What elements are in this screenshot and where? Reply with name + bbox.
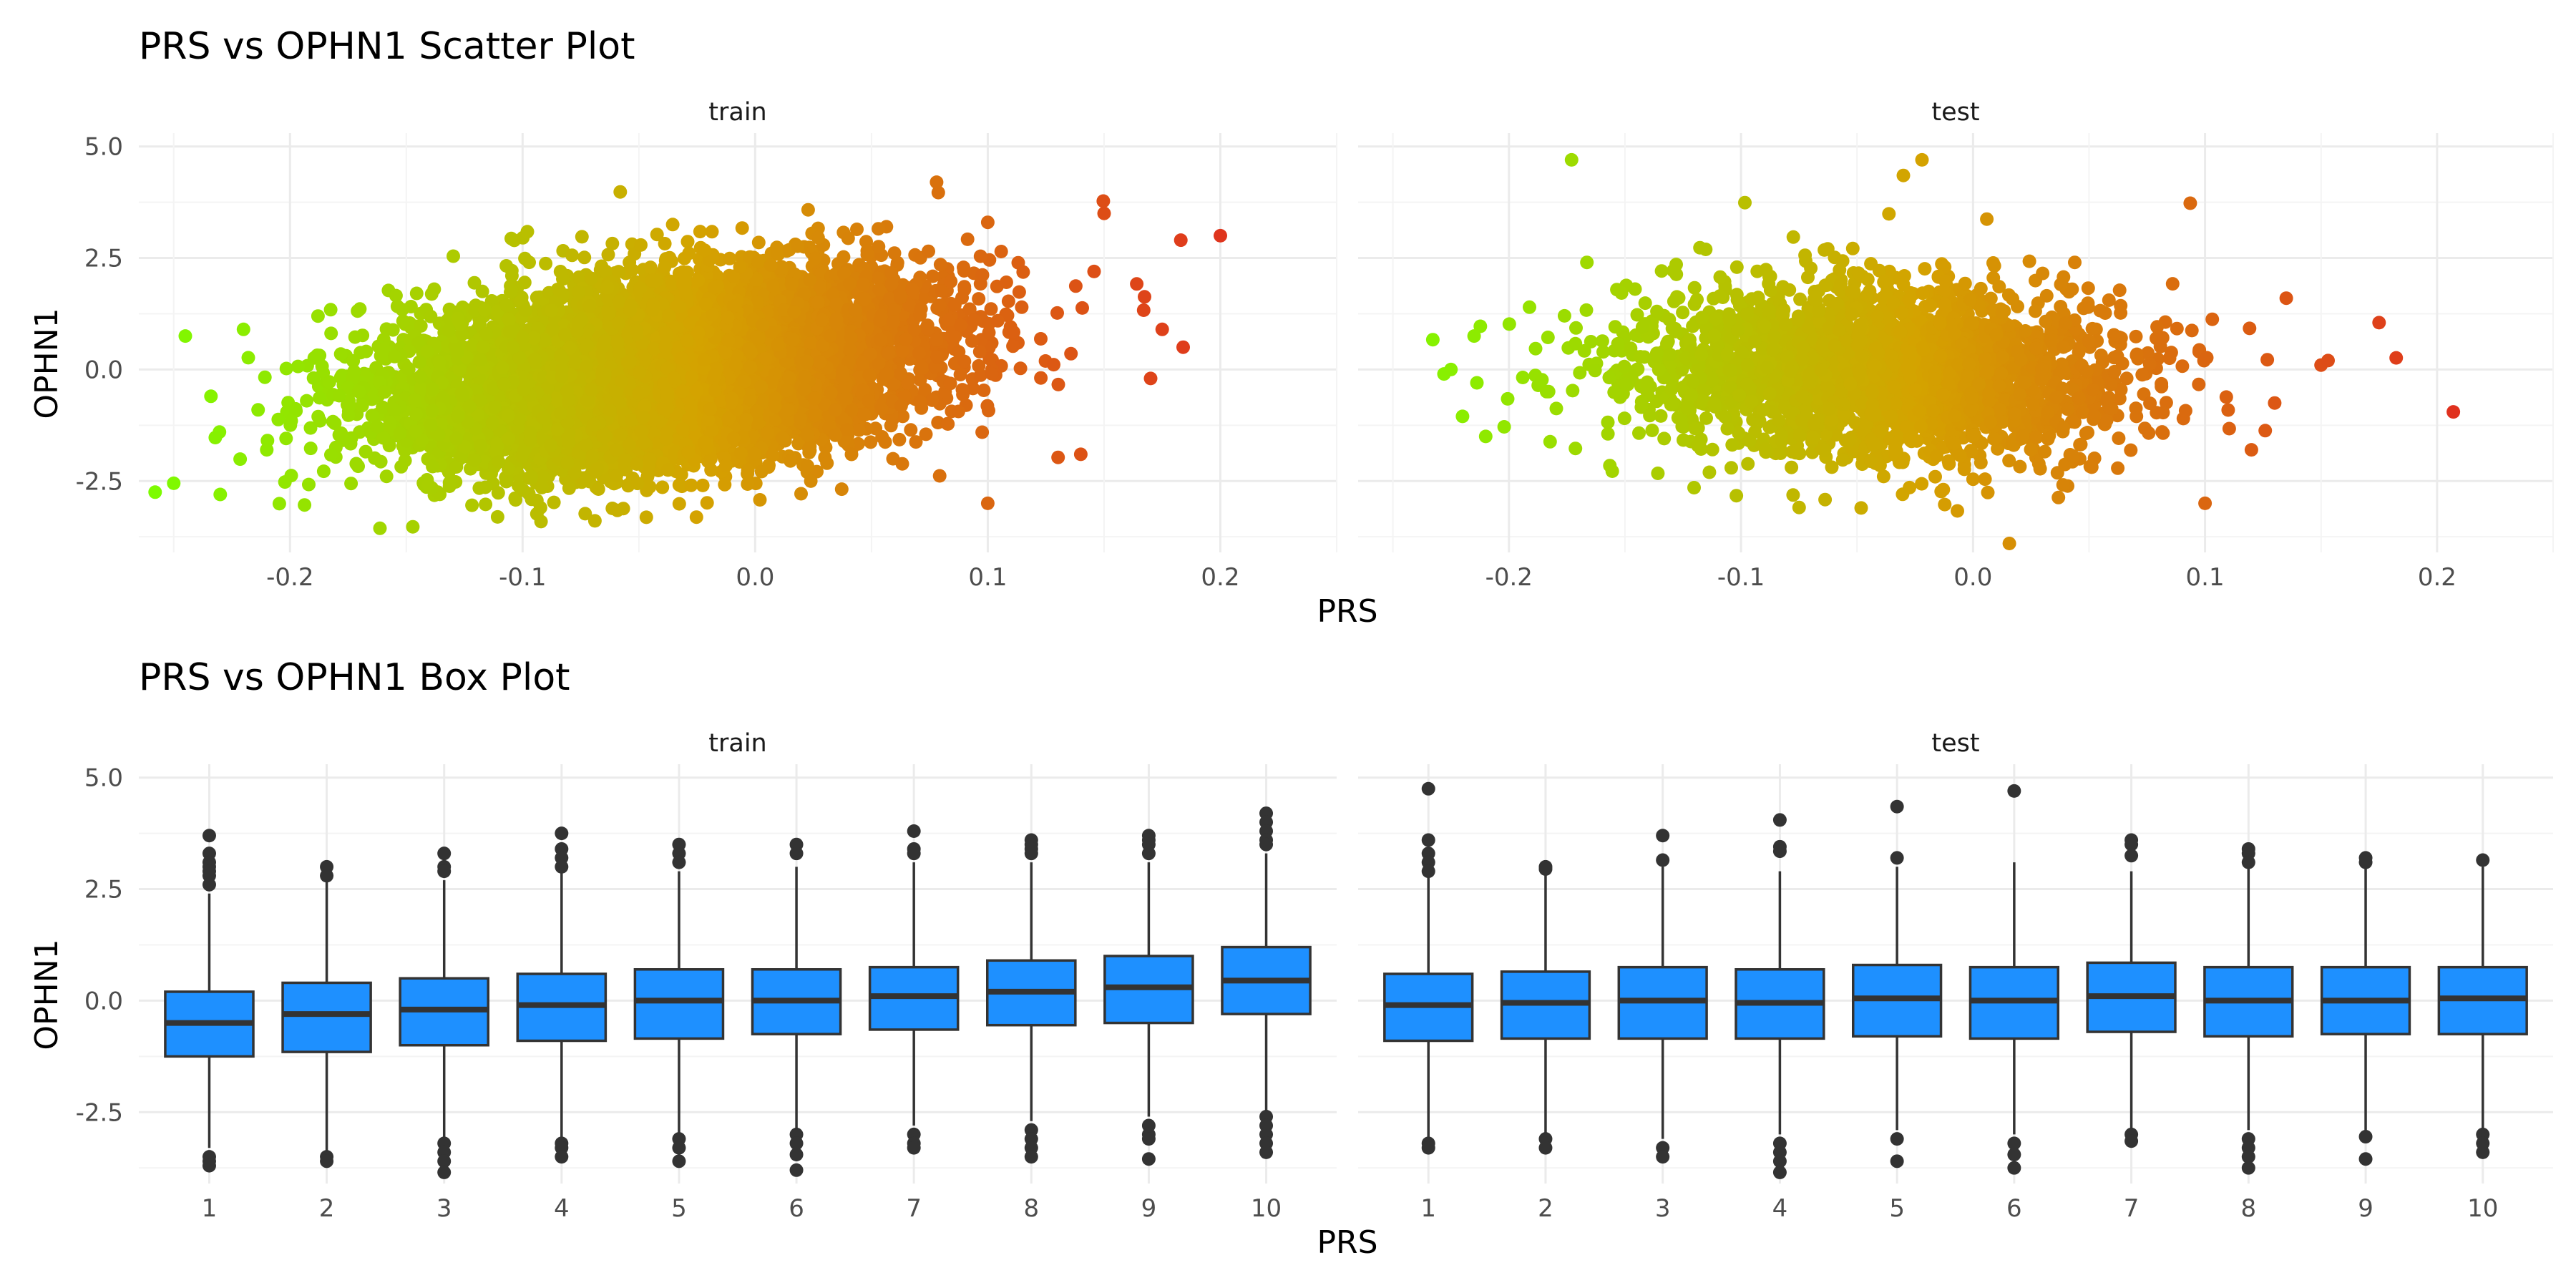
- scatter-point: [424, 287, 439, 301]
- scatter-point: [801, 459, 814, 473]
- scatter-point: [358, 444, 373, 459]
- scatter-point: [499, 259, 514, 273]
- scatter-point: [208, 431, 223, 444]
- scatter-point: [665, 218, 680, 232]
- scatter-point: [972, 292, 986, 306]
- scatter-point: [672, 478, 686, 492]
- scatter-train-points: [148, 175, 1227, 535]
- scatter-title: PRS vs OPHN1 Scatter Plot: [139, 25, 635, 68]
- scatter-point: [693, 225, 707, 239]
- scatter-point: [1075, 301, 1089, 315]
- scatter-point: [999, 275, 1013, 289]
- scatter-point: [613, 185, 628, 199]
- scatter-point: [565, 248, 579, 263]
- scatter-point: [804, 474, 818, 488]
- scatter-point: [977, 384, 991, 397]
- scatter-point: [258, 370, 272, 384]
- scatter-point: [374, 454, 388, 469]
- scatter-point: [479, 497, 493, 512]
- scatter-point: [1064, 346, 1078, 361]
- scatter-strip-train: train: [708, 98, 766, 127]
- scatter-point: [735, 221, 749, 235]
- scatter-point: [655, 480, 670, 494]
- scatter-point: [975, 425, 990, 439]
- scatter-point: [1015, 300, 1029, 314]
- scatter-point: [343, 399, 357, 412]
- scatter-point: [409, 286, 424, 301]
- scatter-point: [478, 480, 492, 494]
- scatter-point: [577, 250, 592, 265]
- scatter-point: [241, 351, 255, 365]
- scatter-point: [689, 510, 703, 525]
- scatter-point: [300, 394, 314, 408]
- scatter-point: [323, 303, 338, 317]
- scatter-plot: PRS vs OPHN1 Scatter Plot train -0.2 -0.1…: [29, 25, 2554, 630]
- scatter-point: [272, 497, 286, 511]
- scatter-point: [1138, 290, 1151, 304]
- scatter-point: [1130, 277, 1144, 291]
- scatter-point: [696, 478, 710, 492]
- scatter-point: [504, 231, 518, 245]
- scatter-point: [820, 456, 834, 470]
- scatter-point: [994, 245, 1008, 258]
- scatter-point: [705, 225, 719, 239]
- scatter-point: [1001, 294, 1015, 308]
- scatter-point: [904, 423, 918, 437]
- scatter-point: [348, 330, 362, 344]
- scatter-point: [1087, 264, 1101, 278]
- scatter-point: [598, 264, 613, 278]
- scatter-point: [1034, 371, 1048, 385]
- scatter-point: [872, 222, 886, 236]
- scatter-point: [700, 496, 714, 510]
- scatter-point: [1034, 332, 1048, 346]
- scatter-point: [680, 235, 695, 249]
- scatter-point: [1068, 279, 1083, 293]
- scatter-point: [892, 432, 907, 447]
- scatter-point: [389, 288, 403, 303]
- scatter-point: [844, 447, 859, 462]
- scatter-point: [279, 361, 293, 376]
- scatter-point: [878, 435, 892, 449]
- scatter-point: [491, 486, 505, 500]
- scatter-point: [447, 249, 460, 263]
- scatter-point: [864, 435, 878, 449]
- scatter-point: [333, 347, 348, 361]
- scatter-point: [770, 240, 784, 255]
- scatter-point: [298, 498, 312, 512]
- scatter-point: [751, 235, 766, 250]
- scatter-point: [1136, 303, 1151, 317]
- scatter-point: [960, 232, 975, 246]
- scatter-point: [1047, 358, 1060, 372]
- scatter-point: [973, 249, 987, 263]
- scatter-point: [303, 441, 318, 456]
- scatter-point: [442, 479, 457, 493]
- scatter-panel-train: train -0.2 -0.1 0.0 0.1 0.2: [139, 98, 1337, 592]
- scatter-point: [932, 469, 947, 483]
- scatter-point: [794, 487, 808, 501]
